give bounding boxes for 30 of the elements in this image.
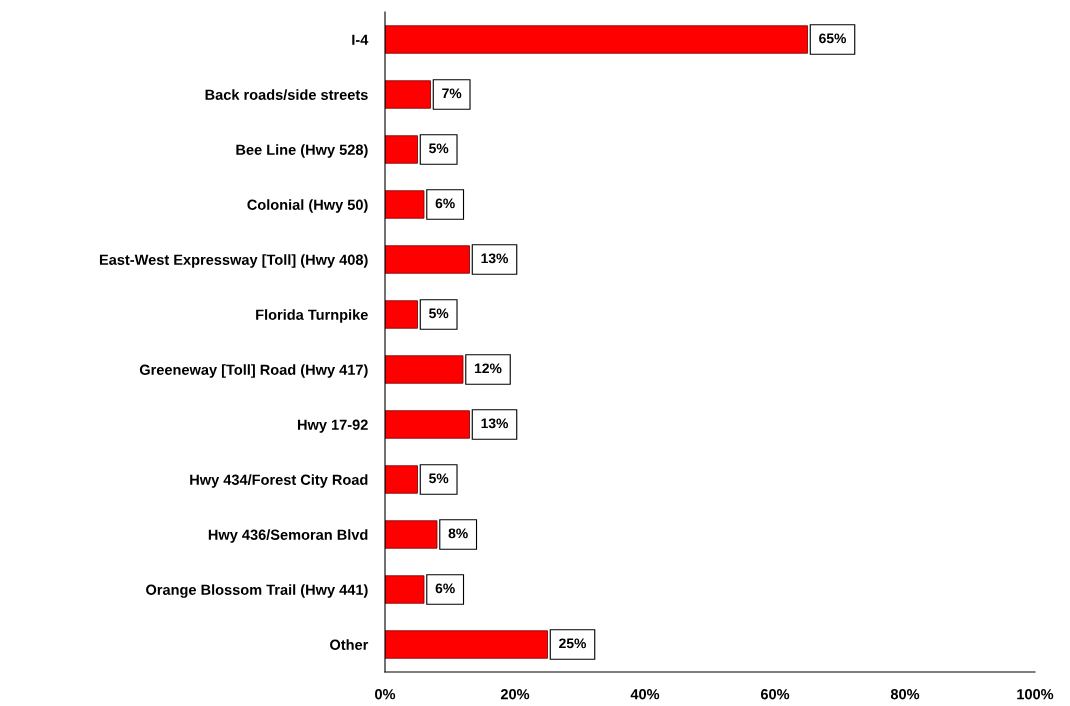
x-tick-label: 20% [500,689,530,700]
y-tick-label: Orange Blossom Trail (Hwy 441) [146,584,368,598]
y-tick-label: East-West Expressway [Toll] (Hwy 408) [99,254,368,268]
data-label: 25% [559,638,587,649]
y-tick-label: Back roads/side streets [205,89,368,101]
y-tick-label: I-4 [352,34,369,45]
data-label: 5% [429,308,449,319]
y-tick-label: Bee Line (Hwy 528) [236,144,368,158]
y-tick-label: Greeneway [Toll] Road (Hwy 417) [139,364,368,378]
data-label: 5% [429,473,449,484]
x-tick-label: 60% [760,689,790,700]
x-tick-label: 80% [890,689,920,700]
y-tick-label: Hwy 436/Semoran Blvd [208,529,368,543]
data-label: 8% [448,528,468,539]
y-tick-label: Colonial (Hwy 50) [247,199,368,213]
y-tick-label: Other [330,639,369,650]
y-tick-label: Florida Turnpike [256,309,368,323]
x-tick-label: 40% [630,689,660,700]
y-tick-label: Hwy 434/Forest City Road [190,474,368,488]
data-label: 7% [442,88,462,99]
x-tick-label: 100% [1017,689,1054,700]
data-label: 13% [481,253,509,264]
data-label: 6% [435,198,455,209]
data-label: 12% [474,363,502,374]
data-label: 5% [429,143,449,154]
x-tick-label: 0% [375,689,396,700]
data-label: 65% [819,33,847,44]
data-label: 6% [435,583,455,594]
data-label: 13% [481,418,509,429]
y-tick-label: Hwy 17-92 [297,419,368,433]
